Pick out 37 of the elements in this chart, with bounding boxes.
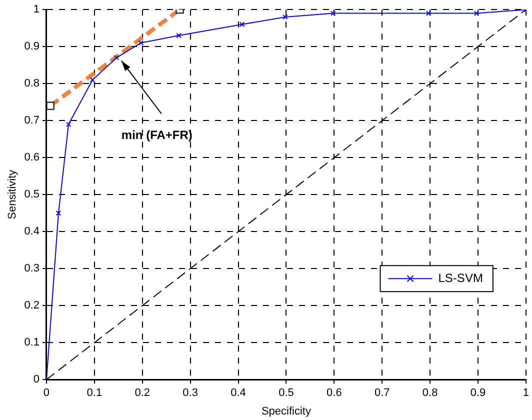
x-axis-title: Specificity [261, 405, 312, 418]
point [56, 210, 62, 216]
x-tick-label: 0.4 [230, 387, 246, 400]
x-tick-label: 0 [43, 387, 50, 400]
x-tick-label: 0.9 [470, 387, 486, 400]
y-axis-title: Sensitivity [6, 169, 19, 220]
point [330, 10, 336, 16]
point [114, 55, 120, 60]
x-tick-label: 0.5 [278, 387, 294, 400]
point [474, 10, 480, 16]
y-tick-label: 0.5 [24, 188, 40, 201]
x-tick-label: 0.7 [374, 387, 390, 400]
y-tick-label: 0.8 [24, 78, 40, 90]
y-tick-label: 0.3 [24, 262, 40, 275]
point [282, 14, 288, 20]
y-tick-label: 0.9 [24, 40, 40, 53]
y-tick-label: 0.4 [24, 226, 40, 238]
x-tick-label: 0.3 [182, 387, 198, 400]
point [176, 32, 182, 38]
point [66, 122, 72, 127]
x-tick-label: 0.6 [326, 387, 342, 400]
y-tick-label: 0.1 [24, 336, 40, 349]
annotation: min (FA+FR) [121, 128, 192, 142]
x-tick-label: 0.8 [422, 387, 438, 400]
y-tick-label: 0 [33, 374, 40, 386]
point [90, 77, 96, 83]
point [138, 40, 144, 46]
legend-label: LS-SVM [438, 270, 483, 285]
x-tick-label: 1 [522, 387, 530, 400]
y-tick-label: 0.7 [24, 114, 40, 127]
x-tick-label: 0.2 [134, 387, 150, 400]
y-tick-label: 0.6 [24, 152, 40, 164]
y-tick-label: 0.2 [24, 300, 40, 312]
x-tick-label: 0.1 [86, 387, 102, 400]
point [426, 10, 432, 16]
point [239, 22, 245, 28]
y-tick-label: 1 [33, 4, 40, 16]
